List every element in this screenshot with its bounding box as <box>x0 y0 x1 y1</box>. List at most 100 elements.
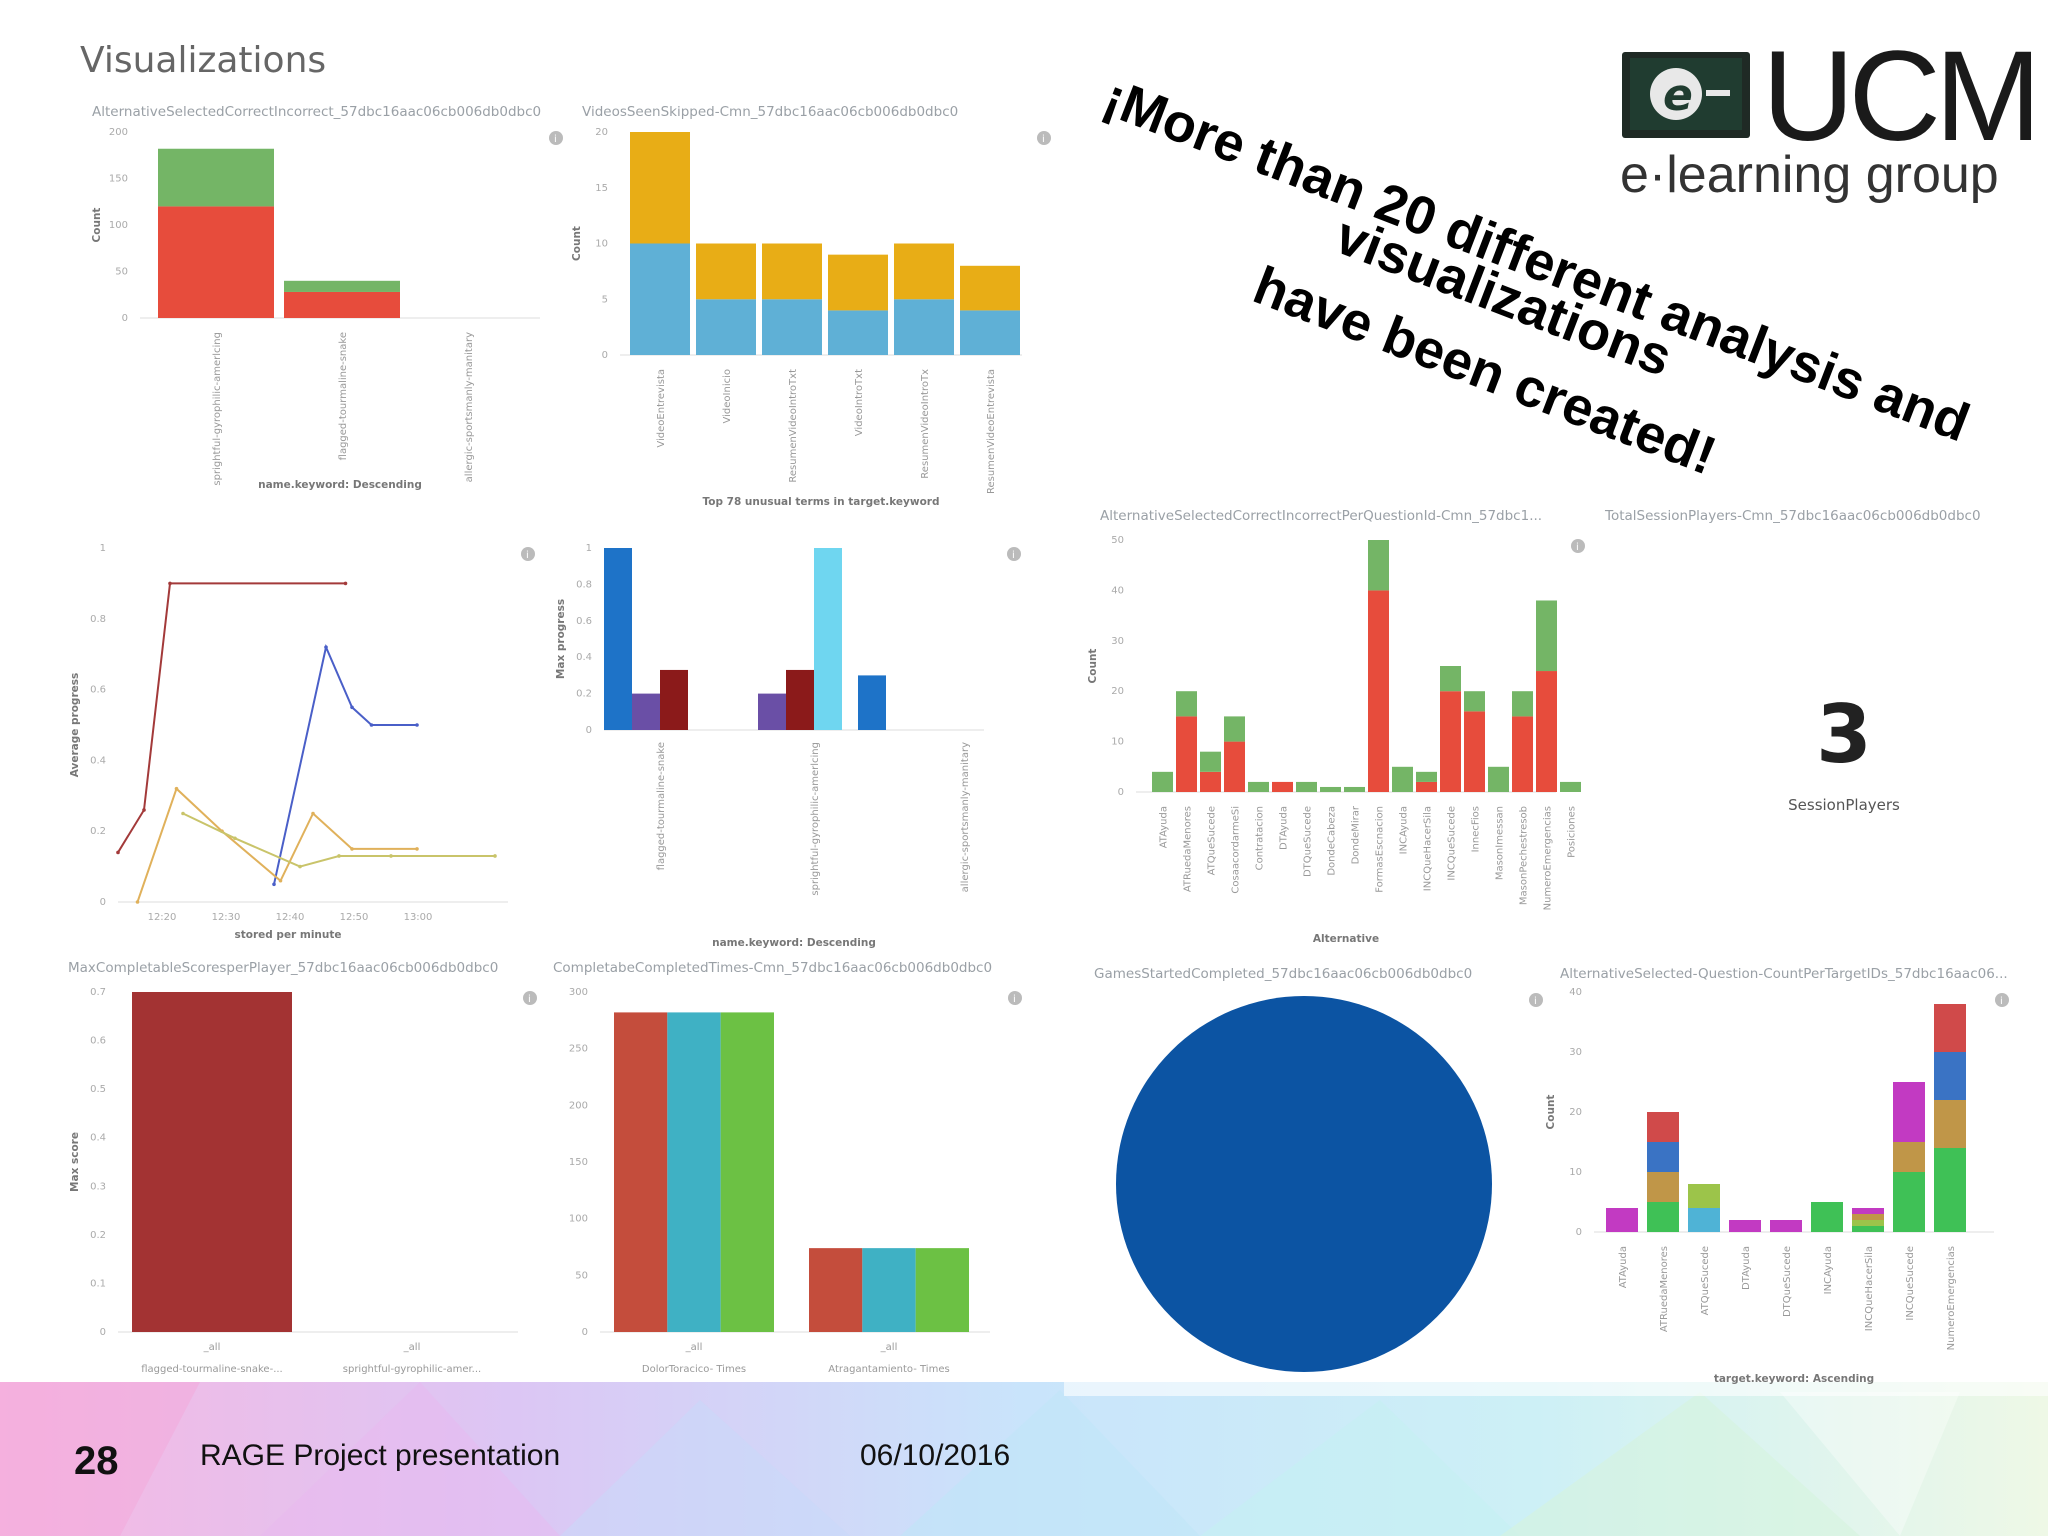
x-tick-label: Posiciones <box>1567 806 1578 858</box>
bar <box>1296 781 1317 792</box>
metric-value: 3 <box>1816 688 1872 781</box>
x-tick-label: allergic-sportsmanly-manitary <box>960 742 971 892</box>
data-point <box>350 705 354 710</box>
bar <box>1647 1202 1679 1232</box>
logo-title: UCM <box>1762 25 2036 168</box>
bar <box>1464 691 1485 712</box>
x-tick-label: flagged-tourmaline-snake-... <box>141 1364 282 1375</box>
bar <box>1893 1172 1925 1232</box>
x-tick-label: DTAyuda <box>1741 1246 1752 1290</box>
y-tick-label: 100 <box>569 1214 588 1225</box>
x-tick-label: INCQueSucede <box>1447 806 1458 881</box>
y-tick-label: 0 <box>122 313 128 324</box>
chart-session-players: TotalSessionPlayers-Cmn_57dbc16aac06cb00… <box>1604 508 1981 814</box>
bar <box>630 132 690 244</box>
bar <box>1416 771 1437 782</box>
x-tick-label: VideoInicio <box>722 369 733 423</box>
bar <box>814 548 842 730</box>
footer-project: RAGE Project presentation <box>200 1439 560 1472</box>
chart-per-question: AlternativeSelectedCorrectIncorrectPerQu… <box>1087 508 1585 945</box>
y-tick-label: 0.1 <box>90 1278 106 1289</box>
y-tick-label: 0.6 <box>576 616 592 627</box>
bar <box>696 243 756 300</box>
y-tick-label: 40 <box>1569 987 1582 998</box>
x-axis-title: Alternative <box>1313 933 1379 945</box>
chart-max-progress: i 0 0.2 0.4 0.6 0.8 1 Max progress flagged-tourm… <box>555 543 1021 949</box>
bar <box>894 243 954 300</box>
y-tick-label: 0.2 <box>90 1230 106 1241</box>
bar <box>660 669 688 730</box>
chart-title: AlternativeSelectedCorrectIncorrectPerQu… <box>1100 508 1542 524</box>
bar <box>1606 1208 1638 1232</box>
y-tick-label: 30 <box>1111 636 1124 647</box>
bar <box>284 291 400 318</box>
x-tick-label: 12:50 <box>340 912 369 923</box>
x-axis-title: target.keyword: Ascending <box>1714 1373 1874 1385</box>
y-tick-label: 10 <box>1111 737 1124 748</box>
bar <box>1893 1142 1925 1172</box>
y-axis-title: Count <box>91 208 103 243</box>
y-tick-label: 0.6 <box>90 1036 106 1047</box>
y-axis-title: Count <box>1545 1095 1557 1130</box>
y-tick-label: 200 <box>109 127 128 138</box>
y-tick-label: 5 <box>602 294 608 305</box>
info-icon <box>1007 547 1021 561</box>
y-tick-label: 50 <box>575 1270 588 1281</box>
bar <box>809 1248 863 1332</box>
x-tick-label: sprightful-gyrophilic-amer... <box>343 1364 481 1375</box>
bar <box>1440 691 1461 792</box>
bar <box>1392 766 1413 792</box>
x-tick-top: _all <box>203 1342 221 1353</box>
bar <box>894 299 954 355</box>
chart-title: VideosSeenSkipped-Cmn_57dbc16aac06cb006d… <box>582 104 958 120</box>
series-line <box>117 582 346 853</box>
y-tick-label: 10 <box>595 239 608 250</box>
x-tick-label: NumeroEmergencias <box>1543 806 1554 910</box>
bar <box>1344 786 1365 792</box>
bar <box>915 1248 969 1332</box>
bar <box>786 669 814 730</box>
x-tick-label: DolorToracico- Times <box>642 1364 746 1375</box>
y-tick-label: 150 <box>569 1157 588 1168</box>
x-tick-label: INCAyuda <box>1823 1246 1834 1294</box>
bar <box>720 1012 774 1332</box>
info-icon-glyph: i <box>1534 996 1537 1007</box>
chart-count-per-target: AlternativeSelected-Question-CountPerTar… <box>1545 966 2009 1385</box>
y-tick-label: 1 <box>100 543 106 554</box>
x-tick-label: sprightful-gyrophilic-amerlcing <box>810 742 821 896</box>
bar <box>762 243 822 300</box>
data-point <box>181 811 185 816</box>
y-tick-label: 40 <box>1111 585 1124 596</box>
bar <box>1934 1052 1966 1100</box>
bar <box>1200 751 1221 772</box>
chart-games-started-completed: GamesStartedCompleted_57dbc16aac06cb006d… <box>1094 966 1543 1372</box>
y-tick-label: 20 <box>595 127 608 138</box>
logo-subtitle: e·learning group <box>1620 146 1999 204</box>
y-axis-title: Max progress <box>555 599 567 679</box>
bar <box>1536 600 1557 672</box>
chart-title: AlternativeSelected-Question-CountPerTar… <box>1560 966 2008 982</box>
bar <box>1248 781 1269 792</box>
bar <box>1852 1226 1884 1232</box>
chart-videos-seen-skipped: VideosSeenSkipped-Cmn_57dbc16aac06cb006d… <box>571 104 1051 508</box>
y-tick-label: 1 <box>586 543 592 554</box>
info-icon <box>521 547 535 561</box>
data-point <box>415 723 419 727</box>
x-tick-top: _all <box>880 1342 898 1353</box>
x-tick-label: allergic-sportsmanly-manitary <box>464 332 475 482</box>
bar <box>1512 691 1533 717</box>
bar <box>1729 1220 1761 1232</box>
bar <box>158 148 274 207</box>
info-icon-glyph: i <box>1042 134 1045 145</box>
info-icon <box>523 991 537 1005</box>
y-tick-label: 15 <box>595 183 608 194</box>
bar <box>1368 590 1389 792</box>
bar <box>1320 786 1341 792</box>
y-tick-label: 0.4 <box>90 1133 106 1144</box>
bar <box>1224 716 1245 742</box>
y-tick-label: 0 <box>100 1327 106 1338</box>
y-tick-label: 0.4 <box>90 755 106 766</box>
bar <box>1152 771 1173 792</box>
y-tick-label: 150 <box>109 174 128 185</box>
y-tick-label: 0.6 <box>90 685 106 696</box>
